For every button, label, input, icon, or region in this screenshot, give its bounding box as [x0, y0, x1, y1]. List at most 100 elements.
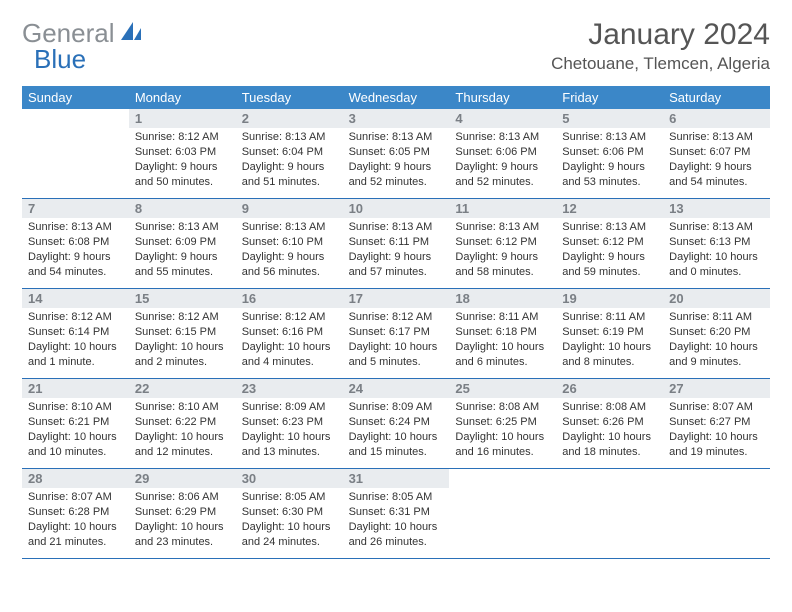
week-content-row: Sunrise: 8:12 AMSunset: 6:14 PMDaylight:… — [22, 308, 770, 379]
day-cell: Sunrise: 8:13 AMSunset: 6:12 PMDaylight:… — [449, 218, 556, 288]
day-number: 23 — [236, 379, 343, 398]
day-number: 3 — [343, 109, 450, 128]
daylight-text: Daylight: 10 hours and 15 minutes. — [349, 430, 444, 460]
sunrise-text: Sunrise: 8:07 AM — [669, 400, 764, 415]
day-cell — [663, 488, 770, 558]
sunset-text: Sunset: 6:21 PM — [28, 415, 123, 430]
sunset-text: Sunset: 6:20 PM — [669, 325, 764, 340]
week-number-row: 14151617181920 — [22, 289, 770, 308]
location-text: Chetouane, Tlemcen, Algeria — [551, 54, 770, 74]
week-number-row: 78910111213 — [22, 199, 770, 218]
sunrise-text: Sunrise: 8:13 AM — [349, 130, 444, 145]
daylight-text: Daylight: 10 hours and 9 minutes. — [669, 340, 764, 370]
day-number: 12 — [556, 199, 663, 218]
sunset-text: Sunset: 6:16 PM — [242, 325, 337, 340]
daylight-text: Daylight: 10 hours and 12 minutes. — [135, 430, 230, 460]
day-number — [556, 469, 663, 488]
day-number: 22 — [129, 379, 236, 398]
day-number: 14 — [22, 289, 129, 308]
day-number: 11 — [449, 199, 556, 218]
sunrise-text: Sunrise: 8:09 AM — [349, 400, 444, 415]
sunset-text: Sunset: 6:27 PM — [669, 415, 764, 430]
day-header-row: Sunday Monday Tuesday Wednesday Thursday… — [22, 86, 770, 109]
day-number: 8 — [129, 199, 236, 218]
day-cell: Sunrise: 8:12 AMSunset: 6:16 PMDaylight:… — [236, 308, 343, 378]
sunrise-text: Sunrise: 8:13 AM — [135, 220, 230, 235]
day-number: 9 — [236, 199, 343, 218]
sunrise-text: Sunrise: 8:08 AM — [562, 400, 657, 415]
day-cell: Sunrise: 8:13 AMSunset: 6:12 PMDaylight:… — [556, 218, 663, 288]
day-number: 20 — [663, 289, 770, 308]
day-cell: Sunrise: 8:07 AMSunset: 6:27 PMDaylight:… — [663, 398, 770, 468]
day-number: 29 — [129, 469, 236, 488]
sunset-text: Sunset: 6:26 PM — [562, 415, 657, 430]
day-cell: Sunrise: 8:10 AMSunset: 6:22 PMDaylight:… — [129, 398, 236, 468]
day-cell — [556, 488, 663, 558]
sunrise-text: Sunrise: 8:10 AM — [28, 400, 123, 415]
sunrise-text: Sunrise: 8:13 AM — [669, 130, 764, 145]
day-cell: Sunrise: 8:09 AMSunset: 6:23 PMDaylight:… — [236, 398, 343, 468]
logo-text-blue-wrap: Blue — [34, 44, 86, 75]
daylight-text: Daylight: 10 hours and 8 minutes. — [562, 340, 657, 370]
sunset-text: Sunset: 6:06 PM — [455, 145, 550, 160]
day-number: 28 — [22, 469, 129, 488]
daylight-text: Daylight: 10 hours and 21 minutes. — [28, 520, 123, 550]
sunrise-text: Sunrise: 8:10 AM — [135, 400, 230, 415]
day-header-monday: Monday — [129, 86, 236, 109]
daylight-text: Daylight: 10 hours and 4 minutes. — [242, 340, 337, 370]
sunset-text: Sunset: 6:12 PM — [455, 235, 550, 250]
day-number: 30 — [236, 469, 343, 488]
day-number: 1 — [129, 109, 236, 128]
day-cell: Sunrise: 8:12 AMSunset: 6:15 PMDaylight:… — [129, 308, 236, 378]
day-number: 21 — [22, 379, 129, 398]
sunrise-text: Sunrise: 8:13 AM — [349, 220, 444, 235]
day-cell: Sunrise: 8:13 AMSunset: 6:08 PMDaylight:… — [22, 218, 129, 288]
title-block: January 2024 Chetouane, Tlemcen, Algeria — [551, 18, 770, 74]
daylight-text: Daylight: 10 hours and 23 minutes. — [135, 520, 230, 550]
sunset-text: Sunset: 6:22 PM — [135, 415, 230, 430]
sunrise-text: Sunrise: 8:12 AM — [28, 310, 123, 325]
logo-text-blue: Blue — [34, 44, 86, 74]
sunset-text: Sunset: 6:09 PM — [135, 235, 230, 250]
sunset-text: Sunset: 6:29 PM — [135, 505, 230, 520]
daylight-text: Daylight: 9 hours and 56 minutes. — [242, 250, 337, 280]
day-cell: Sunrise: 8:12 AMSunset: 6:17 PMDaylight:… — [343, 308, 450, 378]
day-number: 31 — [343, 469, 450, 488]
day-number: 15 — [129, 289, 236, 308]
day-number: 5 — [556, 109, 663, 128]
day-number: 18 — [449, 289, 556, 308]
sunrise-text: Sunrise: 8:05 AM — [242, 490, 337, 505]
week-content-row: Sunrise: 8:10 AMSunset: 6:21 PMDaylight:… — [22, 398, 770, 469]
day-number: 27 — [663, 379, 770, 398]
day-cell: Sunrise: 8:13 AMSunset: 6:06 PMDaylight:… — [449, 128, 556, 198]
daylight-text: Daylight: 10 hours and 24 minutes. — [242, 520, 337, 550]
day-cell: Sunrise: 8:06 AMSunset: 6:29 PMDaylight:… — [129, 488, 236, 558]
weeks-container: 123456Sunrise: 8:12 AMSunset: 6:03 PMDay… — [22, 109, 770, 559]
calendar: Sunday Monday Tuesday Wednesday Thursday… — [22, 86, 770, 559]
logo-sail-icon — [119, 20, 145, 47]
day-number — [663, 469, 770, 488]
daylight-text: Daylight: 9 hours and 54 minutes. — [28, 250, 123, 280]
daylight-text: Daylight: 10 hours and 13 minutes. — [242, 430, 337, 460]
daylight-text: Daylight: 9 hours and 50 minutes. — [135, 160, 230, 190]
day-cell: Sunrise: 8:08 AMSunset: 6:26 PMDaylight:… — [556, 398, 663, 468]
week-content-row: Sunrise: 8:12 AMSunset: 6:03 PMDaylight:… — [22, 128, 770, 199]
day-number: 7 — [22, 199, 129, 218]
sunset-text: Sunset: 6:07 PM — [669, 145, 764, 160]
day-cell: Sunrise: 8:10 AMSunset: 6:21 PMDaylight:… — [22, 398, 129, 468]
day-cell — [22, 128, 129, 198]
daylight-text: Daylight: 9 hours and 54 minutes. — [669, 160, 764, 190]
day-cell: Sunrise: 8:12 AMSunset: 6:03 PMDaylight:… — [129, 128, 236, 198]
sunset-text: Sunset: 6:13 PM — [669, 235, 764, 250]
daylight-text: Daylight: 10 hours and 6 minutes. — [455, 340, 550, 370]
day-number: 25 — [449, 379, 556, 398]
sunrise-text: Sunrise: 8:05 AM — [349, 490, 444, 505]
day-cell: Sunrise: 8:11 AMSunset: 6:20 PMDaylight:… — [663, 308, 770, 378]
day-cell: Sunrise: 8:13 AMSunset: 6:13 PMDaylight:… — [663, 218, 770, 288]
daylight-text: Daylight: 10 hours and 1 minute. — [28, 340, 123, 370]
sunset-text: Sunset: 6:05 PM — [349, 145, 444, 160]
sunrise-text: Sunrise: 8:13 AM — [455, 220, 550, 235]
sunrise-text: Sunrise: 8:11 AM — [562, 310, 657, 325]
sunset-text: Sunset: 6:31 PM — [349, 505, 444, 520]
day-number: 13 — [663, 199, 770, 218]
